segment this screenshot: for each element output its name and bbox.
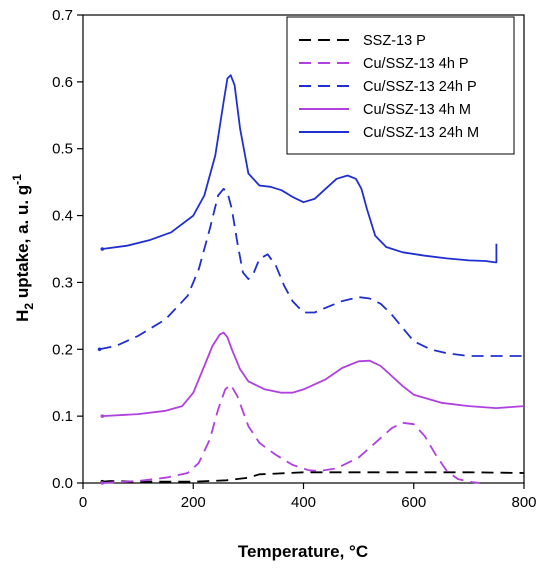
series-start-point-cu-ssz-13-24h-m [100,247,105,251]
y-axis-title-main: uptake, a. u. g [13,185,32,303]
series-start-point-cu-ssz-13-4h-m [100,414,105,418]
series-lines [97,74,525,485]
y-axis-title: H2 uptake, a. u. g-1 [10,174,36,322]
legend-label-cu-ssz-13-24h-p: Cu/SSZ-13 24h P [363,79,477,95]
x-axis-title: Temperature, °C [238,542,368,561]
series-line-cu-ssz-13-24h-m [102,74,498,264]
x-tick-label: 800 [511,494,536,511]
legend-label-cu-ssz-13-24h-m: Cu/SSZ-13 24h M [363,125,479,141]
x-axis: 0 200 400 600 800 [79,483,537,511]
y-tick-label: 0.3 [52,274,73,291]
series-line-cu-ssz-13-4h-p [102,383,481,484]
x-tick-label: 200 [181,494,206,511]
y-tick-label: 0.6 [52,74,73,91]
legend: SSZ-13 P Cu/SSZ-13 4h P Cu/SSZ-13 24h P Cu/… [286,16,515,155]
y-tick-label: 0.4 [52,208,73,225]
series-start-point-cu-ssz-13-4h-p [100,481,105,485]
series-line-cu-ssz-13-24h-p [99,187,524,357]
y-axis-title-superscript: -1 [10,174,24,185]
y-tick-label: 0.0 [52,475,73,492]
legend-label-cu-ssz-13-4h-p: Cu/SSZ-13 4h P [363,56,469,72]
x-tick-label: 0 [79,494,87,511]
y-axis-title-prefix: H [13,310,32,322]
x-tick-label: 400 [291,494,316,511]
y-axis-title-subscript: 2 [22,303,36,310]
y-tick-label: 0.5 [52,141,73,158]
x-tick-label: 600 [401,494,426,511]
y-axis: 0.0 0.1 0.2 0.3 0.4 0.5 0.6 0.7 [52,7,83,492]
y-tick-label: 0.7 [52,7,73,24]
y-tick-label: 0.1 [52,408,73,425]
series-line-cu-ssz-13-4h-m [102,331,525,417]
series-line-ssz-13-p [102,471,525,483]
legend-label-cu-ssz-13-4h-m: Cu/SSZ-13 4h M [363,102,471,118]
y-tick-label: 0.2 [52,341,73,358]
legend-label-ssz-13-p: SSZ-13 P [363,33,426,49]
series-start-point-cu-ssz-13-24h-p [97,347,102,352]
